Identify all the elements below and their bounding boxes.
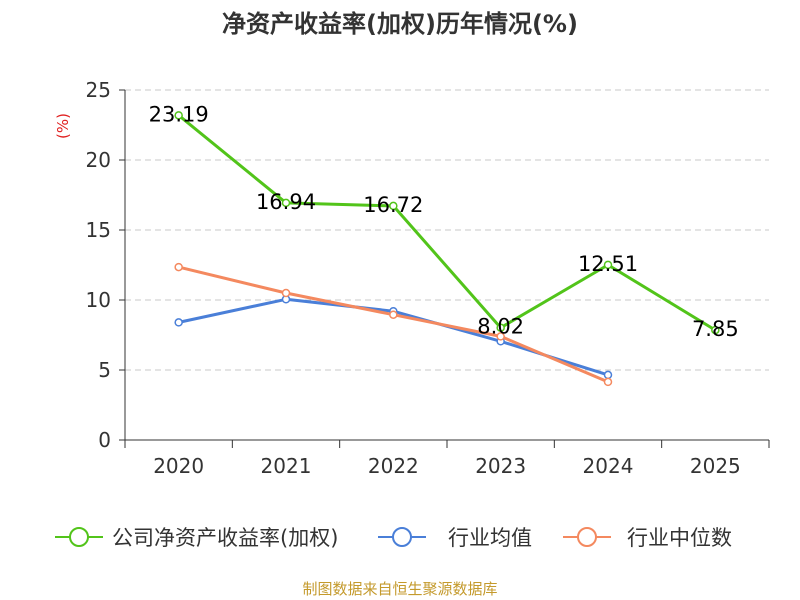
legend-marker-2 [577, 527, 597, 547]
y-tick-label-20: 20 [86, 148, 111, 172]
data-label-2022: 16.72 [363, 193, 423, 217]
legend-item-2[interactable]: 行业中位数 [563, 526, 732, 550]
point-s2-2022 [389, 310, 398, 319]
y-tick-label-25: 25 [86, 78, 111, 102]
x-tick-label-2025: 2025 [690, 454, 741, 478]
y-tick-label-5: 5 [98, 358, 111, 382]
chart-title: 净资产收益率(加权)历年情况(%) [222, 10, 578, 38]
data-label-2025: 7.85 [692, 317, 739, 341]
data-labels: 23.19 16.94 16.72 8.02 12.51 7.85 [149, 102, 739, 341]
legend-item-0[interactable]: 公司净资产收益率(加权) [55, 526, 338, 550]
point-s1-2020 [174, 318, 183, 327]
legend-label-1: 行业均值 [448, 526, 532, 550]
gridlines [125, 89, 769, 371]
legend[interactable]: 公司净资产收益率(加权) 行业均值 行业中位数 [55, 526, 732, 550]
y-tick-label-15: 15 [86, 218, 111, 242]
y-tick-label-10: 10 [86, 288, 111, 312]
series-lines [174, 111, 720, 387]
point-s2-2021 [281, 288, 291, 298]
data-label-2021: 16.94 [256, 190, 316, 214]
legend-marker-1 [392, 527, 412, 547]
point-s0-2024 [603, 260, 613, 270]
data-label-2024: 12.51 [578, 252, 638, 276]
legend-label-0: 公司净资产收益率(加权) [112, 526, 338, 550]
point-s0-2021 [281, 198, 291, 208]
point-s1-2024 [603, 370, 613, 380]
point-s2-2023 [496, 332, 505, 341]
x-tick-label-2022: 2022 [368, 454, 419, 478]
point-s2-2020 [174, 262, 183, 272]
series-line-0 [177, 114, 717, 332]
x-tick-label-2024: 2024 [583, 454, 634, 478]
x-tick-label-2020: 2020 [153, 454, 204, 478]
x-tick-label-2023: 2023 [475, 454, 526, 478]
legend-item-1[interactable]: 行业均值 [378, 526, 532, 550]
data-source-note: 制图数据来自恒生聚源数据库 [302, 580, 497, 598]
series-line-2 [178, 265, 609, 384]
data-label-2023: 8.02 [477, 315, 524, 339]
point-s0-2020 [174, 111, 183, 120]
point-s0-2025 [711, 325, 720, 335]
legend-label-2: 行业中位数 [627, 526, 732, 550]
point-s2-2024 [603, 377, 613, 387]
y-axis-unit: (%) [54, 113, 72, 139]
point-s0-2022 [389, 201, 398, 211]
data-label-2020: 23.19 [149, 102, 209, 126]
point-s0-2023 [496, 323, 505, 332]
legend-marker-0 [69, 527, 89, 547]
x-tick-label-2021: 2021 [261, 454, 312, 478]
y-tick-label-0: 0 [98, 428, 111, 452]
